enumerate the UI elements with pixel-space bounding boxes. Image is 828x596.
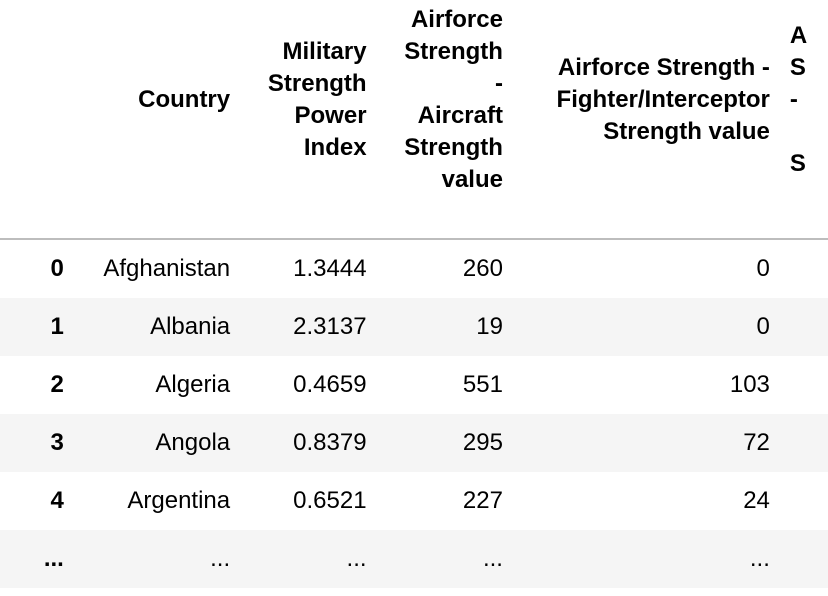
table-cell: ... [482,545,503,572]
row-index: 1 [50,313,64,340]
table-cell [770,298,828,356]
header-line: Military [282,38,367,65]
header-line [0,84,64,116]
table-cell: 0.8379 [293,429,367,456]
table-cell: 0 [756,313,770,340]
header-row: Country Military Strength Power Index Airforc… [0,0,828,239]
row-index: 0 [50,255,64,282]
table-row: 4 Argentina 0.6521 227 24 [0,472,828,530]
table-cell: 0.6521 [293,487,367,514]
header-line: value [441,166,503,193]
table-cell: 72 [743,429,770,456]
table-cell: ... [346,545,367,572]
header-line: - [789,86,798,113]
table-cell: 19 [476,313,503,340]
header-line: Aircraft [417,102,503,129]
table-row: 2 Algeria 0.4659 551 103 [0,356,828,414]
header-line: Strength [404,38,503,65]
header-line: Index [303,134,367,161]
table-cell: 2.3137 [293,313,367,340]
table-cell: Argentina [127,487,231,514]
table-cell: 0.4659 [293,371,367,398]
table-cell [770,414,828,472]
table-cell: 227 [462,487,503,514]
table-cell: 551 [462,371,503,398]
table-row: ............... [0,530,828,588]
column-header: Airforce Strength - Aircraft Strength value [367,0,503,239]
header-line: - [494,70,503,97]
row-index: 3 [50,429,64,456]
header-line: Strength value [603,118,770,145]
table-cell [770,530,828,588]
header-line: S [789,54,806,81]
header-line: Strength [267,70,367,97]
header-line: Strength [404,134,503,161]
header-line: Airforce [410,6,503,33]
table-cell: Angola [155,429,231,456]
row-index: ... [43,545,64,572]
header-line [790,116,828,148]
row-index: 4 [50,487,64,514]
table-cell [770,472,828,530]
header-line: Country [138,86,231,113]
table-cell: Algeria [155,371,231,398]
table-row: 3 Angola 0.8379 295 72 [0,414,828,472]
table-cell: ... [210,545,231,572]
table-cell: 24 [743,487,770,514]
table-cell [770,239,828,298]
column-header: Country [64,0,230,239]
table-cell: 103 [729,371,770,398]
table-cell: 1.3444 [293,255,367,282]
row-index: 2 [50,371,64,398]
table-cell: 0 [756,255,770,282]
table-row: 0 Afghanistan 1.3444 260 0 [0,239,828,298]
table-cell: Albania [150,313,231,340]
header-line: Airforce Strength - [557,54,770,81]
column-header: Airforce Strength - Fighter/Interceptor St… [503,0,770,239]
table-cell: Afghanistan [103,255,231,282]
header-line: Fighter/Interceptor [556,86,770,113]
table-cell: 260 [462,255,503,282]
column-header: Military Strength Power Index [230,0,367,239]
table-cell: 295 [462,429,503,456]
table-row: 1 Albania 2.3137 19 0 [0,298,828,356]
table-cell [770,356,828,414]
table-cell: ... [749,545,770,572]
header-line: Power [294,102,367,129]
header-line: S [789,150,806,177]
column-header [0,0,64,239]
header-line: A [789,22,808,49]
